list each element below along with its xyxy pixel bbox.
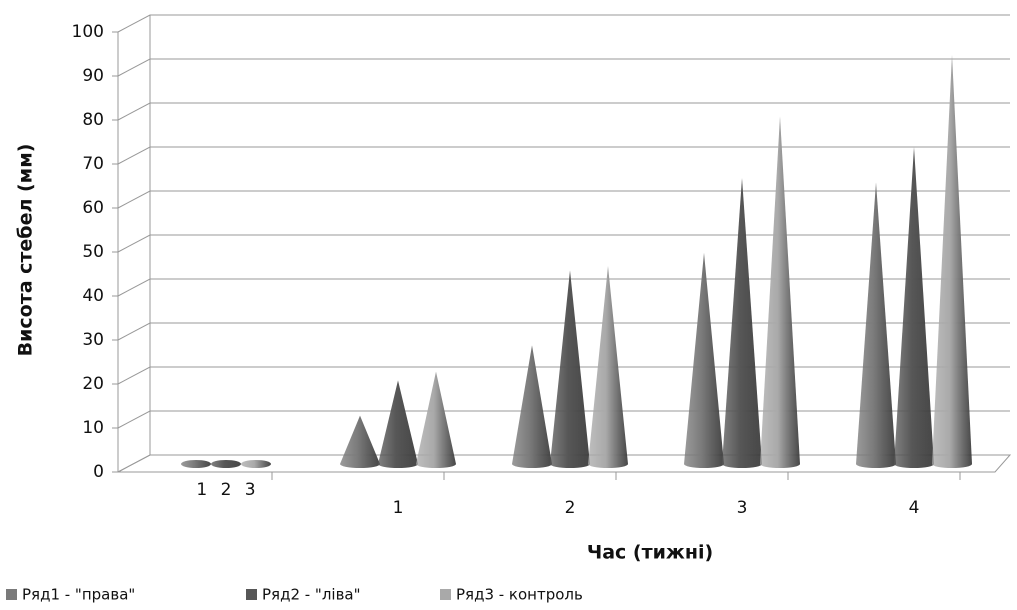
legend-swatch: [6, 589, 17, 600]
x-axis-title: Час (тижні): [587, 542, 713, 564]
cone: [932, 54, 972, 469]
grid-line: [117, 190, 1010, 209]
cone: [760, 116, 800, 469]
y-tick-label: 30: [82, 330, 104, 350]
y-tick-label: 70: [82, 154, 104, 174]
y-tick-label: 80: [82, 110, 104, 130]
y-tick-label: 50: [82, 242, 104, 262]
cone: [856, 182, 896, 468]
cone: [211, 460, 241, 468]
grid-line: [117, 58, 1010, 77]
grid-line: [117, 322, 1010, 341]
x-tick-label: 1: [393, 498, 404, 518]
grid-line: [117, 278, 1010, 297]
grid-line: [117, 234, 1010, 253]
cone: [684, 252, 724, 468]
cone: [340, 415, 380, 468]
legend-label: Ряд1 - "права": [22, 586, 135, 604]
cone: [512, 345, 552, 468]
x-tick-label: 4: [909, 498, 920, 518]
cone: [588, 266, 628, 468]
y-tick-label: 0: [93, 462, 104, 482]
cone: [894, 147, 934, 468]
y-tick-label: 60: [82, 198, 104, 218]
y-axis-title: Висота стебел (мм): [15, 144, 37, 357]
cone: [722, 178, 762, 468]
cone: [550, 270, 590, 468]
grid-line: [117, 410, 1010, 429]
grid: 0 10 20 30 40 50 60 70 80 90 100 1 2 3 1 2 3 4: [72, 14, 1012, 518]
grid-line: [117, 102, 1010, 121]
plot: [181, 54, 972, 469]
y-tick-label: 100: [72, 22, 104, 42]
legend-label: Ряд3 - контроль: [456, 586, 583, 604]
legend: Ряд1 - "права" Ряд2 - "ліва" Ряд3 - контро…: [6, 586, 583, 604]
y-tick-label: 20: [82, 374, 104, 394]
grid-line: [117, 14, 1010, 33]
cone: [378, 380, 418, 468]
x-tick-label: 2: [565, 498, 576, 518]
legend-label: Ряд2 - "ліва": [262, 586, 361, 604]
cone: [241, 460, 271, 468]
y-tick-label: 10: [82, 418, 104, 438]
y-tick-label: 40: [82, 286, 104, 306]
cone: [181, 460, 211, 468]
x-tick-label: 1 2 3: [196, 480, 255, 500]
y-tick-label: 90: [82, 66, 104, 86]
cone: [416, 371, 456, 468]
grid-line: [117, 366, 1010, 385]
x-tick-label: 3: [737, 498, 748, 518]
grid-line: [117, 146, 1010, 165]
legend-swatch: [246, 589, 257, 600]
legend-swatch: [440, 589, 451, 600]
